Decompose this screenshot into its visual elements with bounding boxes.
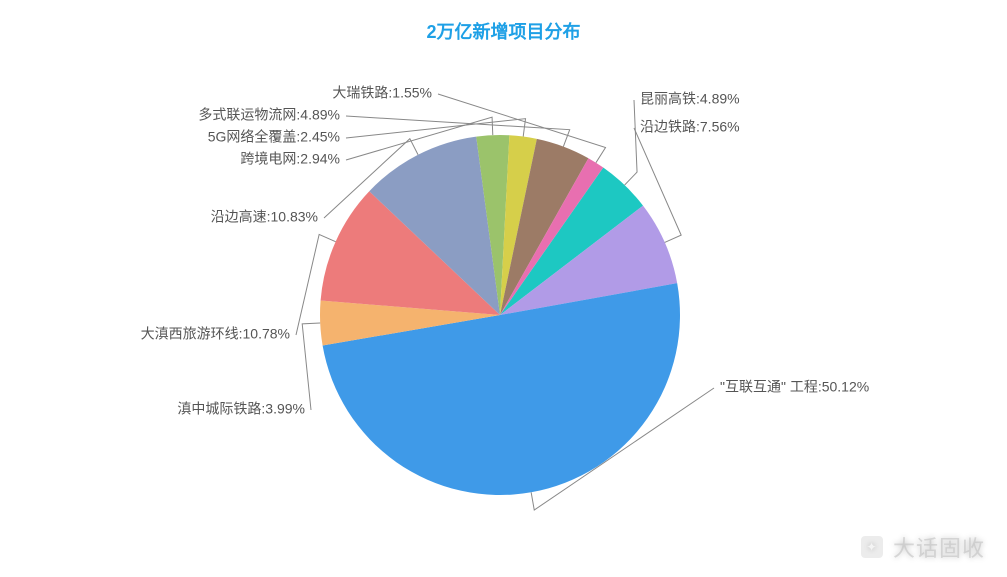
watermark: ✦ 大话固收 <box>861 531 985 563</box>
slice-label: 滇中城际铁路:3.99% <box>177 401 305 417</box>
slice-label: 大瑞铁路:1.55% <box>332 85 432 101</box>
slice-label: 大滇西旅游环线:10.78% <box>141 326 290 342</box>
slice-label: 多式联运物流网:4.89% <box>198 107 340 123</box>
watermark-text: 大话固收 <box>893 531 985 563</box>
pie-chart: 昆丽高铁:4.89% 沿边铁路:7.56% "互联互通" 工程:50.12% 滇中城际… <box>0 0 1007 577</box>
slice-label: 沿边高速:10.83% <box>211 209 318 225</box>
wechat-icon: ✦ <box>861 536 883 558</box>
slice-label: 沿边铁路:7.56% <box>640 119 740 135</box>
slice-label: 5G网络全覆盖:2.45% <box>208 129 340 145</box>
leader-line <box>625 100 637 185</box>
leader-line <box>302 323 320 410</box>
slice-label: "互联互通" 工程:50.12% <box>720 379 869 395</box>
slice-label: 昆丽高铁:4.89% <box>640 91 740 107</box>
slice-label: 跨境电网:2.94% <box>240 151 340 167</box>
